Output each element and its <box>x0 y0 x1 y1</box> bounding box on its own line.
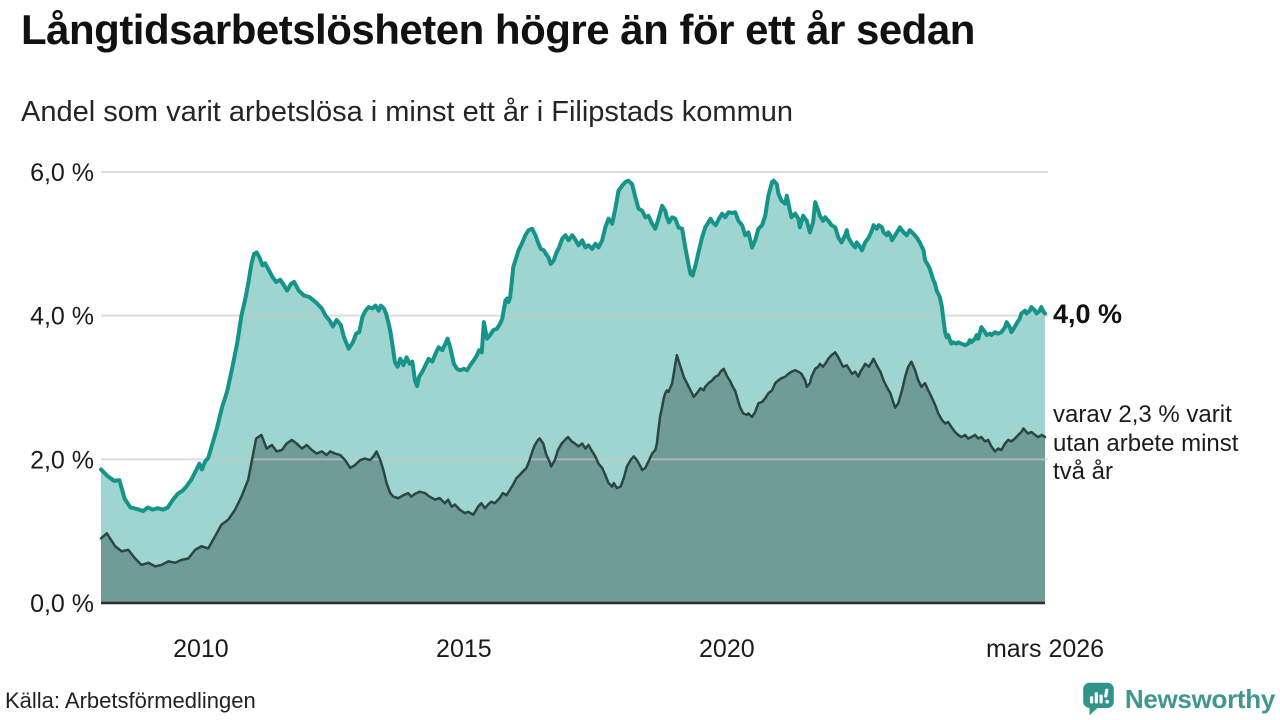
end-value-label-two-years: varav 2,3 % varit utan arbete minst två … <box>1053 401 1239 485</box>
newsworthy-logo: Newsworthy <box>1080 681 1275 717</box>
series-area-1 <box>101 352 1045 603</box>
series-line-1 <box>99 351 1047 568</box>
x-tick-label: 2015 <box>436 635 492 663</box>
y-tick-label: 6,0 % <box>30 159 94 187</box>
y-tick-label: 0,0 % <box>30 590 94 618</box>
x-tick-label: mars 2026 <box>986 635 1104 663</box>
newsworthy-logo-icon <box>1083 682 1114 716</box>
x-tick-label: 2010 <box>173 635 229 663</box>
y-tick-label: 2,0 % <box>30 446 94 474</box>
end-value-label-total: 4,0 % <box>1053 299 1123 329</box>
newsworthy-logo-text: Newsworthy <box>1124 683 1275 714</box>
series-line-0 <box>99 178 1047 514</box>
chart-title: Långtidsarbetslösheten högre än för ett … <box>21 6 975 53</box>
chart-subtitle: Andel som varit arbetslösa i minst ett å… <box>21 96 793 128</box>
x-tick-label: 2020 <box>699 635 755 663</box>
source-note: Källa: Arbetsförmedlingen <box>5 688 256 713</box>
y-tick-label: 4,0 % <box>30 303 94 331</box>
